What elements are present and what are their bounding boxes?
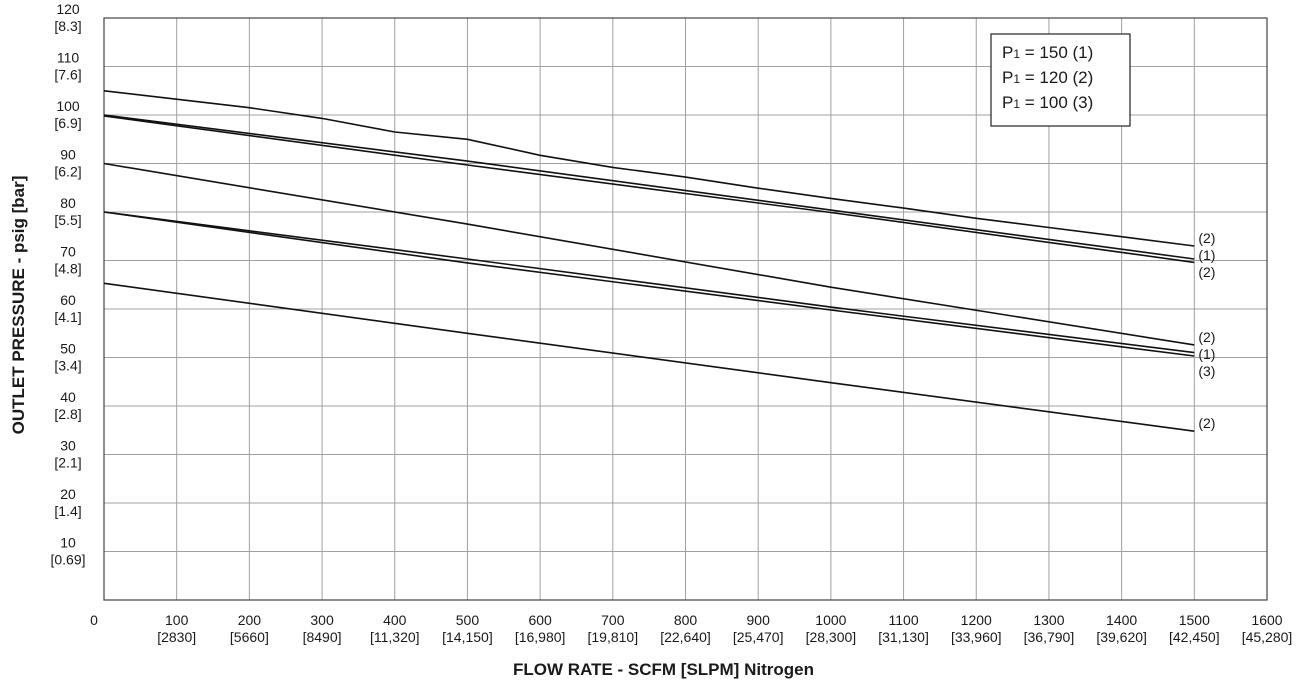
y-tick-label-bar: [2.8] [54,406,81,422]
x-tick-label-slpm: [31,130] [878,629,929,645]
x-tick-label: 800 [674,612,698,628]
legend-items: P1 = 150 (1) P1 = 120 (2) P1 = 100 (3) [1002,43,1093,112]
x-tick-label: 1500 [1179,612,1210,628]
y-axis-title: OUTLET PRESSURE - psig [bar] [9,176,28,435]
y-tick-label-bar: [7.6] [54,67,81,83]
y-tick-label-bar: [6.9] [54,115,81,131]
x-tick-label: 1000 [815,612,846,628]
x-tick-label-slpm: [25,470] [733,629,784,645]
y-tick-label: 100 [56,98,80,114]
x-tick-label-slpm: [22,640] [660,629,711,645]
x-tick-label-slpm: [28,300] [806,629,857,645]
y-tick-label-bar: [5.5] [54,212,81,228]
x-tick-label: 400 [383,612,407,628]
series-line-5 [103,211,1195,354]
series-end-label-6: (3) [1198,363,1215,379]
x-tick-label: 1400 [1106,612,1137,628]
y-tick-label: 30 [60,438,76,454]
y-tick-label: 40 [60,389,76,405]
x-tick-label: 500 [456,612,480,628]
y-tick-label: 70 [60,244,76,260]
y-axis-ticks: 10[0.69]20[1.4]30[2.1]40[2.8]50[3.4]60[4… [50,1,85,568]
x-tick-label-slpm: [5660] [230,629,269,645]
y-tick-label: 80 [60,195,76,211]
legend: P1 = 150 (1) P1 = 120 (2) P1 = 100 (3) [990,33,1131,127]
y-tick-label-bar: [0.69] [50,552,85,568]
x-tick-label-slpm: [39,620] [1096,629,1147,645]
legend-entry: P1 = 100 (3) [1002,93,1093,112]
y-tick-label-bar: [8.3] [54,18,81,34]
legend-box [990,33,1131,127]
x-tick-label-slpm: [36,790] [1024,629,1075,645]
x-tick-label-slpm: [2830] [157,629,196,645]
x-tick-label: 700 [601,612,625,628]
x-tick-label: 0 [90,612,98,628]
series-end-label-7: (2) [1198,415,1215,431]
legend-entry: P1 = 150 (1) [1002,43,1093,62]
y-tick-label-bar: [1.4] [54,503,81,519]
x-tick-label: 100 [165,612,189,628]
x-axis-ticks: 0 100[2830] 200[5660] 300[8490] 400[11,320] 5… [90,612,1292,645]
series-line-6 [103,211,1195,357]
series-end-label-2: (1) [1198,247,1215,263]
y-tick-label-bar: [2.1] [54,455,81,471]
y-tick-label: 120 [56,1,80,17]
series-end-label-4: (2) [1198,329,1215,345]
x-tick-label-slpm: [45,280] [1242,629,1293,645]
series-line-1 [103,90,1195,247]
x-tick-label-slpm: [19,810] [588,629,639,645]
y-tick-label-bar: [4.1] [54,309,81,325]
x-tick-label: 300 [310,612,334,628]
x-tick-label: 200 [238,612,262,628]
x-tick-label-slpm: [11,320] [370,629,420,645]
series-line-3 [103,115,1195,264]
y-tick-label-bar: [4.8] [54,261,81,277]
y-tick-label: 110 [57,50,80,66]
x-tick-label-slpm: [33,960] [951,629,1002,645]
data-curves: (2)(1)(2)(2)(1)(3)(2) [103,90,1215,432]
series-line-7 [103,282,1195,432]
x-tick-label-slpm: [16,980] [515,629,566,645]
y-tick-label-bar: [3.4] [54,358,81,374]
y-tick-label-bar: [6.2] [54,164,81,180]
x-tick-label-slpm: [8490] [303,629,342,645]
x-tick-label: 1100 [889,612,919,628]
x-tick-label: 1300 [1033,612,1064,628]
x-tick-label: 900 [747,612,771,628]
plot-frame [103,17,1268,601]
series-end-label-1: (2) [1198,230,1215,246]
x-tick-label-slpm: [42,450] [1169,629,1220,645]
y-tick-label: 20 [60,486,76,502]
x-axis-title: FLOW RATE - SCFM [SLPM] Nitrogen [513,660,814,679]
y-tick-label: 90 [60,147,76,163]
series-end-label-5: (1) [1198,346,1215,362]
y-tick-label: 60 [60,292,76,308]
x-tick-label: 1600 [1251,612,1282,628]
x-tick-label: 1200 [961,612,992,628]
series-end-label-3: (2) [1198,264,1215,280]
series-line-2 [103,114,1195,260]
x-tick-label-slpm: [14,150] [442,629,493,645]
x-tick-label: 600 [528,612,552,628]
y-tick-label: 10 [60,535,76,551]
series-line-4 [103,162,1195,346]
y-tick-label: 50 [60,341,76,357]
grid-lines [104,18,1267,600]
legend-entry: P1 = 120 (2) [1002,68,1093,87]
